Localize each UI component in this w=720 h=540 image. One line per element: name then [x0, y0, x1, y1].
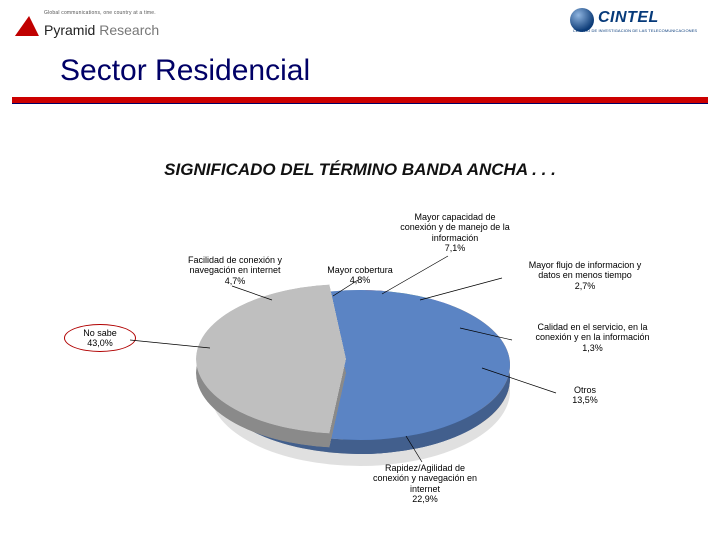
cintel-name: CINTEL — [598, 9, 659, 27]
pie-label-capacidad: Mayor capacidad de conexión y de manejo … — [380, 212, 530, 253]
pie-wrap — [210, 290, 510, 460]
logo-cintel: CINTEL CENTRO DE INVESTIGACION DE LAS TE… — [570, 6, 700, 40]
highlight-circle — [64, 324, 136, 352]
pie-label-otros: Otros 13,5% — [555, 385, 615, 406]
cintel-sub: CENTRO DE INVESTIGACION DE LAS TELECOMUN… — [570, 28, 700, 33]
pie-top — [210, 290, 510, 440]
leader-line — [130, 340, 210, 348]
pie-chart: No sabe 43,0%Facilidad de conexión y nav… — [50, 200, 670, 510]
pie-label-flujo: Mayor flujo de informacion y datos en me… — [500, 260, 670, 291]
pie-label-calidad: Calidad en el servicio, en la conexión y… — [510, 322, 675, 353]
pyramid-brand: Pyramid Research — [44, 22, 159, 38]
title-rule — [12, 97, 708, 104]
pyramid-triangle-icon — [15, 16, 41, 36]
subtitle: SIGNIFICADO DEL TÉRMINO BANDA ANCHA . . … — [0, 160, 720, 180]
page-title: Sector Residencial — [60, 54, 310, 88]
pyramid-brand-light: Research — [99, 22, 159, 38]
pyramid-tagline: Global communications, one country at a … — [44, 10, 156, 16]
pyramid-brand-main: Pyramid — [44, 22, 95, 38]
pie-label-rapidez: Rapidez/Agilidad de conexión y navegació… — [350, 463, 500, 504]
slide: Global communications, one country at a … — [0, 0, 720, 540]
logo-pyramid: Global communications, one country at a … — [16, 8, 196, 44]
rule-dark — [12, 103, 708, 104]
pie-label-facilidad: Facilidad de conexión y navegación en in… — [170, 255, 300, 286]
pie-label-cobertura: Mayor cobertura 4,8% — [310, 265, 410, 286]
